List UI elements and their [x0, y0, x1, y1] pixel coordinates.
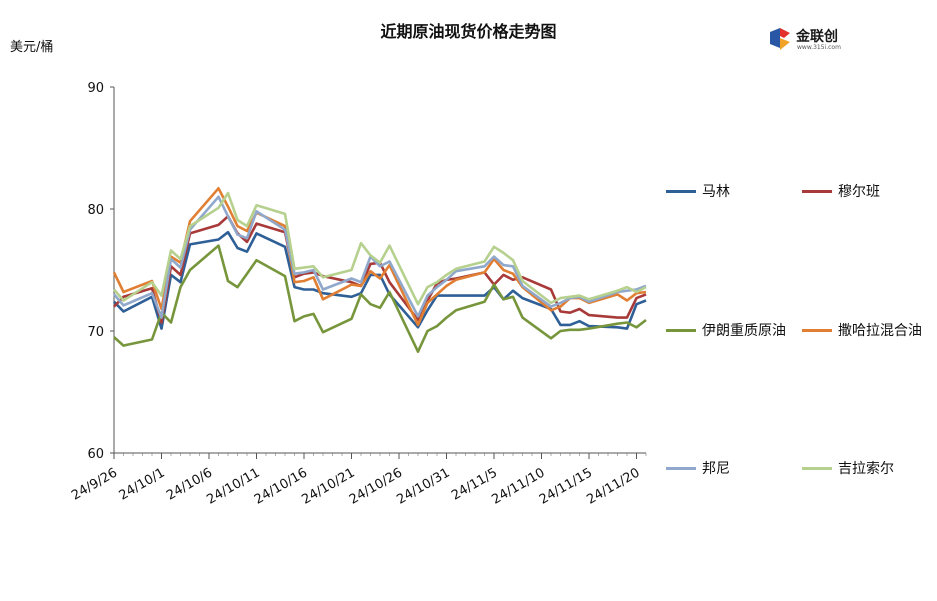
- legend-swatch: [666, 466, 696, 470]
- legend-swatch: [666, 328, 696, 332]
- legend-label: 吉拉索尔: [838, 461, 894, 477]
- legend-item-3: 撒哈拉混合油: [802, 320, 922, 340]
- legend-item-0: 马林: [666, 181, 730, 201]
- x-tick-label-24/11/15: 24/11/15: [537, 465, 595, 507]
- legend-label: 邦尼: [702, 461, 730, 477]
- x-tick-label-24/10/26: 24/10/26: [347, 465, 405, 507]
- legend-swatch: [802, 466, 832, 470]
- x-tick-label-24/10/1: 24/10/1: [117, 465, 168, 503]
- legend-item-1: 穆尔班: [802, 181, 880, 201]
- x-tick-label-24/10/11: 24/10/11: [204, 465, 262, 507]
- legend-label: 穆尔班: [838, 184, 880, 200]
- y-tick-label-90: 90: [87, 81, 104, 96]
- legend-item-5: 吉拉索尔: [802, 458, 894, 478]
- series-line-3: [112, 187, 647, 327]
- x-tick-label-24/9/26: 24/9/26: [69, 465, 120, 503]
- legend-swatch: [802, 189, 832, 193]
- jinlianchuang-logo: 金联创 www.315i.com: [766, 24, 862, 54]
- series-line-5: [113, 191, 647, 306]
- y-axis-unit-label: 美元/桶: [10, 40, 54, 55]
- chart-title: 近期原油现货价格走势图: [380, 22, 557, 41]
- y-tick-label-60: 60: [87, 447, 104, 462]
- legend-swatch: [802, 328, 832, 332]
- series-line-0: [113, 230, 647, 330]
- series-line-4: [113, 195, 647, 319]
- series-line-2: [113, 244, 647, 354]
- x-tick-label-24/10/21: 24/10/21: [299, 465, 357, 507]
- legend-label: 伊朗重质原油: [702, 323, 786, 339]
- legend-item-2: 伊朗重质原油: [666, 320, 786, 340]
- x-tick-label-24/11/10: 24/11/10: [489, 465, 547, 507]
- legend-swatch: [666, 189, 696, 193]
- y-tick-label-70: 70: [87, 325, 104, 340]
- legend-label: 马林: [702, 184, 730, 200]
- y-tick-label-80: 80: [87, 203, 104, 218]
- x-tick-label-24/10/31: 24/10/31: [394, 465, 452, 507]
- x-tick-label-24/10/16: 24/10/16: [252, 465, 310, 507]
- logo-wordmark: 金联创: [796, 29, 838, 45]
- logo-mark-icon: [770, 28, 790, 50]
- legend-label: 撒哈拉混合油: [838, 323, 922, 339]
- x-tick-label-24/11/20: 24/11/20: [584, 465, 642, 507]
- legend-item-4: 邦尼: [666, 458, 730, 478]
- logo-url: www.315i.com: [797, 44, 841, 51]
